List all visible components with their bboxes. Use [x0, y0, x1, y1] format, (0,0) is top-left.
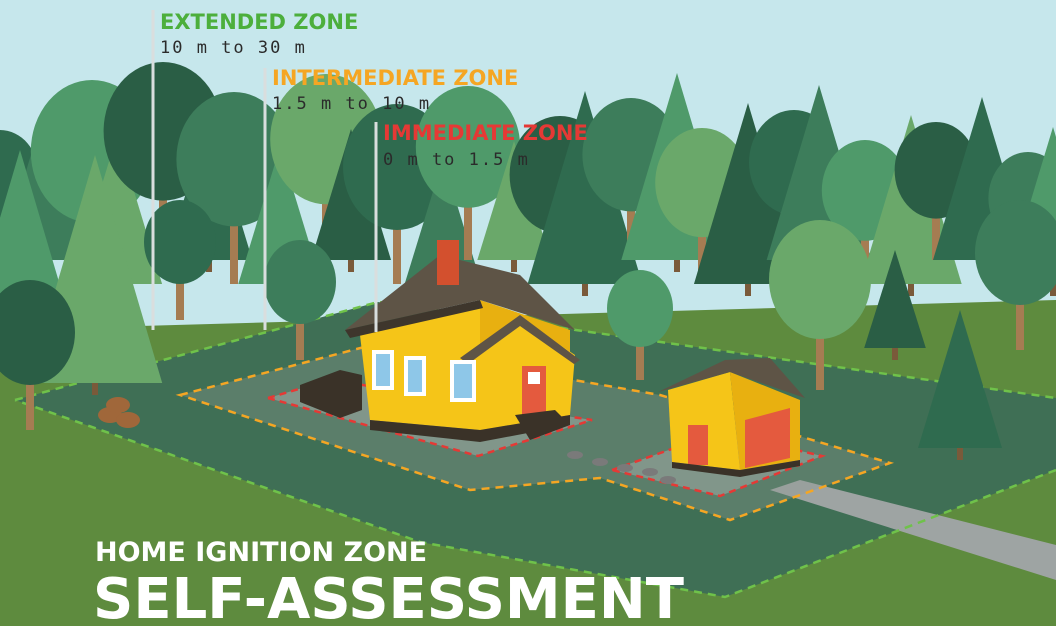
illustration: EXTENDED ZONE 10 m to 30 m INTERMEDIATE …	[0, 0, 1056, 626]
foliage	[769, 220, 871, 339]
foliage	[607, 270, 673, 347]
zone-range: 10 m to 30 m	[160, 38, 307, 58]
zone-name: EXTENDED ZONE	[160, 10, 358, 34]
foliage	[144, 200, 216, 284]
foliage	[264, 240, 336, 324]
title: SELF-ASSESSMENT	[93, 567, 684, 626]
zone-name: IMMEDIATE ZONE	[383, 121, 588, 145]
zone-range: 0 m to 1.5 m	[383, 150, 530, 170]
subtitle: HOME IGNITION ZONE	[95, 537, 427, 568]
zone-name: INTERMEDIATE ZONE	[272, 66, 518, 90]
zone-range: 1.5 m to 10 m	[272, 94, 431, 114]
